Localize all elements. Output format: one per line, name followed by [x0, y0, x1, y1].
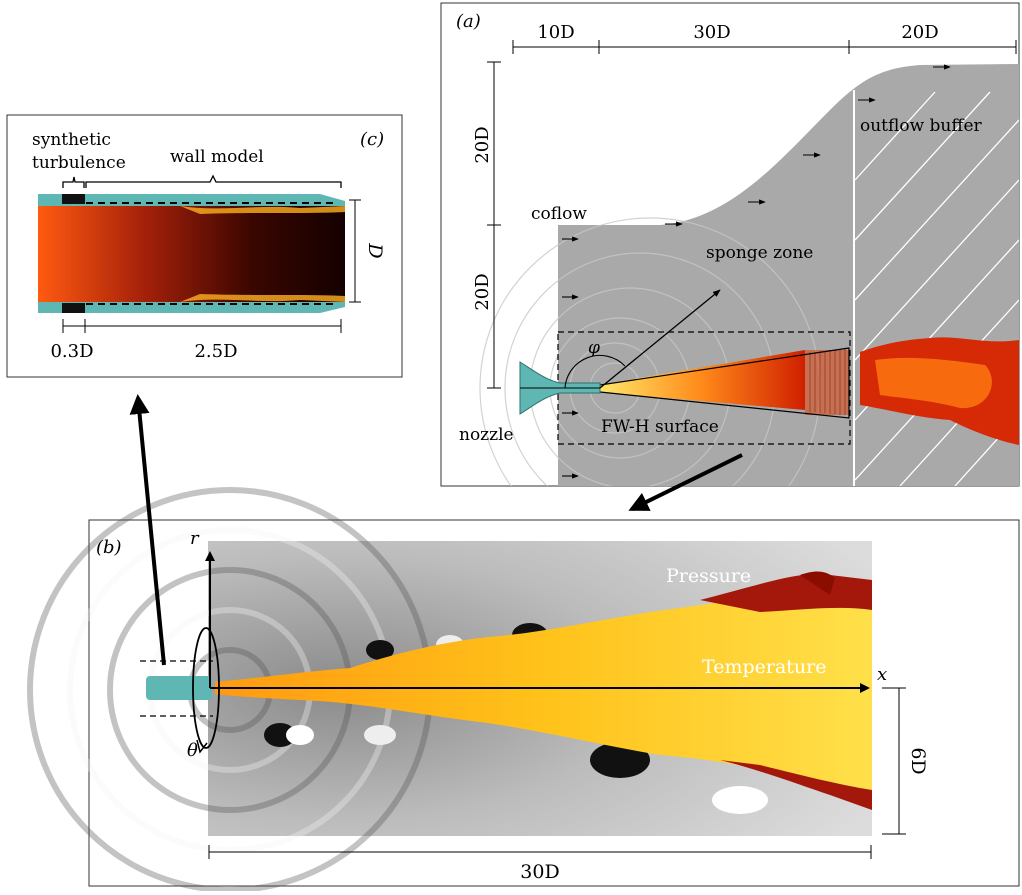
phi-label: φ [588, 338, 600, 358]
panel-a: (a) 10D 30D 20D 20D 20D coflow outflow b… [440, 2, 1020, 487]
coflow-arrows [562, 236, 579, 479]
dim-top [512, 40, 1017, 54]
phi-vector [599, 289, 721, 389]
brace-wall-model [85, 174, 342, 188]
theta-label: θ [187, 740, 198, 761]
dim-d-label: D [364, 242, 386, 258]
boundary-arrows [665, 64, 951, 227]
outflow-label: outflow buffer [860, 116, 983, 136]
r-axis-label: r [190, 528, 200, 549]
panel-c-label: (c) [360, 129, 384, 150]
dim-top-3: 20D [901, 22, 938, 43]
dim-c-2: 2.5D [194, 341, 237, 362]
synthetic-label-2: turbulence [32, 153, 126, 173]
arrow-b-to-c [129, 394, 166, 666]
fwh-label: FW-H surface [601, 417, 719, 437]
nozzle-label: nozzle [459, 425, 514, 445]
dim-b-right: 6D [907, 747, 929, 774]
temperature-label: Temperature [702, 656, 826, 678]
x-axis-label: x [877, 664, 887, 685]
arrow-a-to-b [628, 453, 743, 511]
panel-c: (c) synthetic turbulence wall model D [6, 114, 403, 378]
nozzle-b [146, 676, 212, 700]
pressure-label: Pressure [666, 565, 751, 587]
dim-b-bottom: 30D [520, 861, 559, 883]
fwh-cone [599, 347, 850, 419]
dim-top-2: 30D [693, 22, 730, 43]
brace-synthetic [62, 176, 85, 188]
dim-c-1: 0.3D [50, 341, 93, 362]
dim-left [487, 61, 501, 389]
dim-left-1: 20D [472, 126, 493, 163]
panel-b: (b) [27, 487, 1020, 893]
coflow-label: coflow [531, 204, 587, 224]
sponge-label: sponge zone [706, 243, 813, 263]
synthetic-label-1: synthetic [32, 130, 111, 150]
dim-left-2: 20D [472, 273, 493, 310]
panel-a-label: (a) [456, 11, 481, 32]
pipe-flow [38, 206, 345, 302]
jet-plume [598, 350, 805, 410]
wall-model-label: wall model [170, 147, 264, 167]
panel-b-label: (b) [96, 537, 122, 558]
dim-top-1: 10D [537, 22, 574, 43]
